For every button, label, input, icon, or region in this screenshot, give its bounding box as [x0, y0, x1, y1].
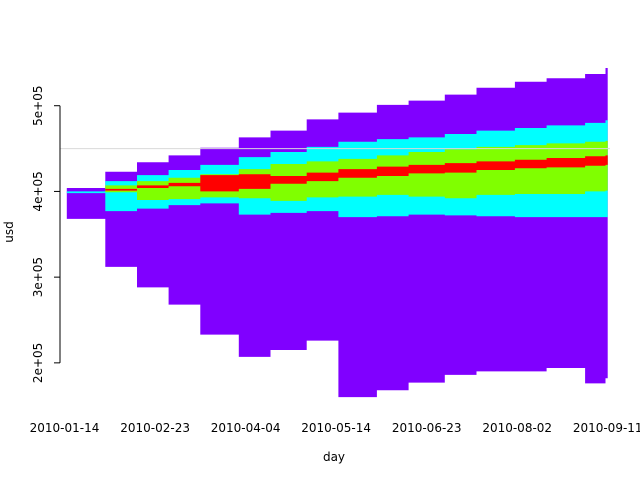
- x-tick-label-3: 2010-04-04: [211, 421, 281, 435]
- y-tick-label-1: 2e+05: [31, 343, 45, 383]
- y-tick-label-2: 3e+05: [31, 257, 45, 297]
- area-band-4: [66, 155, 608, 194]
- x-tick-label-4: 2010-05-14: [301, 421, 371, 435]
- x-tick-label-7: 2010-09-11: [573, 421, 640, 435]
- x-axis-title: day: [323, 450, 345, 464]
- y-tick-label-4: 5e+05: [31, 86, 45, 126]
- y-tick-label-3: 4e+05: [31, 171, 45, 211]
- area-band-1: [66, 68, 608, 398]
- x-tick-label-1: 2010-01-14: [30, 421, 100, 435]
- x-axis: 2010-01-14 2010-02-23 2010-04-04 2010-05-14…: [30, 421, 640, 435]
- x-tick-label-5: 2010-06-23: [392, 421, 462, 435]
- y-axis-title: usd: [2, 221, 16, 242]
- area-series-group: [66, 68, 608, 398]
- y-axis: 2e+05 3e+05 4e+05 5e+05: [31, 86, 61, 383]
- x-tick-label-2: 2010-02-23: [120, 421, 190, 435]
- x-tick-label-6: 2010-08-02: [482, 421, 552, 435]
